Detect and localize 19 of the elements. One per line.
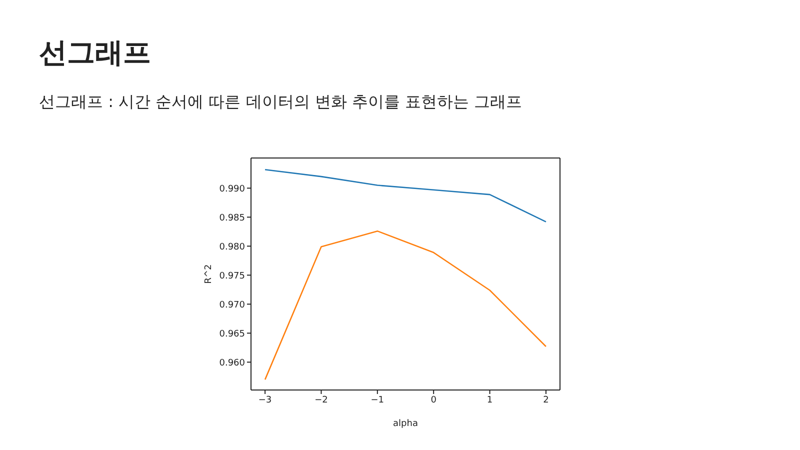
y-tick-label: 0.990: [219, 184, 246, 194]
line-series: [264, 230, 547, 380]
x-tick-label: 1: [486, 395, 493, 406]
x-tick-label: 2: [543, 395, 549, 406]
y-tick-label: 0.970: [219, 300, 246, 310]
chart-subtitle: 선그래프 : 시간 순서에 따른 데이터의 변화 추이를 표현하는 그래프: [39, 92, 522, 113]
y-tick-label: 0.965: [219, 329, 245, 340]
y-axis-title: R^2: [204, 264, 214, 284]
y-tick-label: 0.975: [219, 271, 245, 282]
x-tick-label: −2: [314, 395, 328, 406]
line-series: [264, 168, 547, 222]
y-tick-label: 0.960: [219, 358, 246, 368]
x-tick-label: −1: [370, 395, 384, 406]
y-tick-label: 0.980: [219, 242, 246, 252]
x-tick-label: −3: [258, 395, 272, 406]
y-tick-label: 0.985: [219, 213, 245, 224]
x-tick-label: 0: [430, 395, 437, 406]
chart-title: 선그래프: [39, 35, 151, 71]
x-axis-title: alpha: [393, 419, 418, 429]
